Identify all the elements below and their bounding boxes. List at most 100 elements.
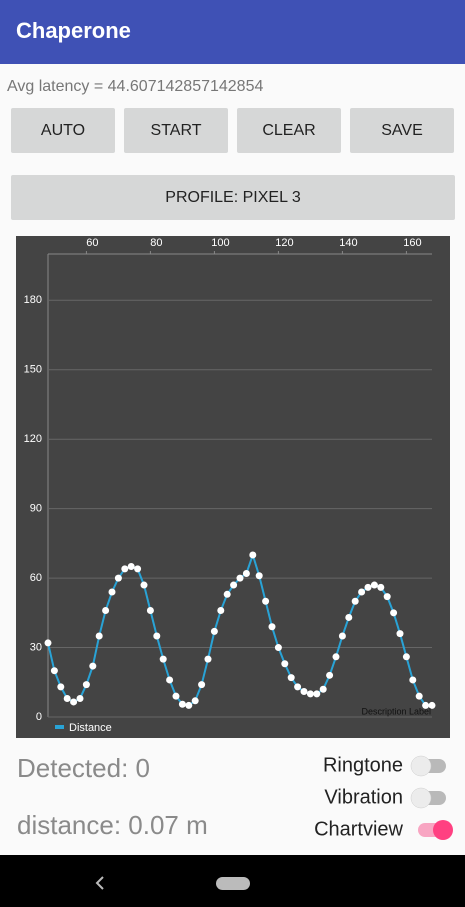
switch-label: Chartview [314, 818, 403, 840]
data-point [89, 662, 97, 670]
switch-thumb[interactable] [433, 820, 453, 840]
app-title: Chaperone [16, 18, 131, 43]
data-point [44, 639, 52, 647]
switch-label: Vibration [324, 786, 403, 808]
data-point [223, 590, 231, 598]
data-point [326, 671, 334, 679]
data-point [217, 607, 225, 615]
data-point [313, 690, 321, 698]
data-point [76, 694, 84, 702]
data-point [140, 581, 148, 589]
data-point [294, 683, 302, 691]
data-point [422, 701, 430, 709]
data-point [114, 574, 122, 582]
data-point [287, 674, 295, 682]
data-point [332, 653, 340, 661]
switch-label: Ringtone [323, 754, 403, 776]
x-tick-label: 120 [275, 237, 293, 249]
data-point [345, 613, 353, 621]
data-point [82, 681, 90, 689]
data-point [390, 609, 398, 617]
y-tick-label: 120 [24, 433, 42, 445]
x-tick-label: 100 [211, 237, 229, 249]
button-label[interactable]: AUTO [41, 122, 85, 139]
data-point [172, 692, 180, 700]
data-point [338, 632, 346, 640]
data-point [300, 688, 308, 696]
data-point [159, 655, 167, 663]
data-point [262, 597, 270, 605]
data-point [358, 588, 366, 596]
switch-thumb[interactable] [410, 755, 432, 777]
data-point [383, 593, 391, 601]
data-point [204, 655, 212, 663]
button[interactable] [350, 108, 454, 153]
data-point [249, 551, 257, 559]
data-point [306, 690, 314, 698]
data-point [364, 583, 372, 591]
data-point [95, 632, 103, 640]
data-point [242, 569, 250, 577]
data-point [255, 572, 263, 580]
data-point [281, 660, 289, 668]
legend-swatch [55, 725, 64, 729]
distance-text: distance: 0.07 m [17, 810, 208, 840]
back-button[interactable] [95, 876, 104, 890]
legend-label: Distance [69, 722, 112, 734]
app-bar [0, 0, 465, 64]
chart-description: Description Label [361, 706, 431, 716]
button[interactable] [237, 108, 341, 153]
data-point [166, 676, 174, 684]
data-point [428, 701, 436, 709]
profile-button-label[interactable]: PROFILE: PIXEL 3 [165, 189, 301, 206]
data-point [409, 676, 417, 684]
data-point [319, 685, 327, 693]
data-point [210, 627, 218, 635]
data-point [57, 683, 65, 691]
button-label[interactable]: CLEAR [262, 122, 315, 139]
latency-text: Avg latency = 44.607142857142854 [7, 78, 263, 95]
profile-button[interactable] [11, 175, 455, 220]
y-tick-label: 30 [30, 641, 42, 653]
button-label[interactable]: START [151, 122, 202, 139]
data-point [191, 697, 199, 705]
button-label[interactable]: SAVE [381, 122, 423, 139]
switch-thumb[interactable] [410, 787, 432, 809]
data-point [198, 681, 206, 689]
data-point [50, 667, 58, 675]
data-point [402, 653, 410, 661]
x-tick-label: 60 [86, 237, 98, 249]
data-point [63, 694, 71, 702]
data-point [134, 565, 142, 573]
button[interactable] [124, 108, 228, 153]
chart-background [16, 236, 450, 738]
data-point [146, 607, 154, 615]
data-point [185, 701, 193, 709]
data-point [396, 630, 404, 638]
y-tick-label: 0 [36, 711, 42, 723]
data-point [102, 607, 110, 615]
data-point [351, 597, 359, 605]
data-point [274, 644, 282, 652]
data-point [127, 563, 135, 571]
data-point [415, 692, 423, 700]
button[interactable] [11, 108, 115, 153]
data-point [153, 632, 161, 640]
x-tick-label: 140 [339, 237, 357, 249]
y-tick-label: 180 [24, 294, 42, 306]
data-point [236, 574, 244, 582]
x-tick-label: 80 [150, 237, 162, 249]
data-point [70, 698, 78, 706]
data-point [108, 588, 116, 596]
data-point [268, 623, 276, 631]
data-point [377, 583, 385, 591]
data-point [121, 565, 129, 573]
data-point [178, 700, 186, 708]
data-point [370, 581, 378, 589]
data-point [230, 581, 238, 589]
home-button[interactable] [216, 877, 250, 890]
y-tick-label: 60 [30, 572, 42, 584]
y-tick-label: 150 [24, 364, 42, 376]
